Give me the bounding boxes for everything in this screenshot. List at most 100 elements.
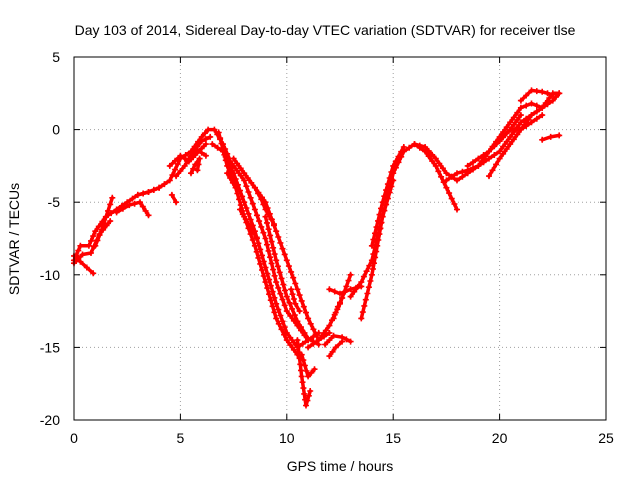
series-plus-markers bbox=[322, 332, 354, 348]
series-markers bbox=[539, 132, 563, 143]
series-track-s bbox=[294, 337, 314, 409]
x-tick-label: 15 bbox=[385, 430, 401, 446]
series-track-r bbox=[288, 286, 303, 315]
series-track-p bbox=[237, 206, 260, 242]
series-markers bbox=[113, 199, 152, 219]
series-plus-markers bbox=[298, 351, 318, 380]
series-markers bbox=[224, 170, 239, 191]
x-tick-label: 0 bbox=[70, 430, 78, 446]
series-track-f bbox=[134, 126, 233, 198]
series-track-ag bbox=[539, 132, 563, 143]
series-track-af bbox=[517, 87, 556, 104]
series-plus-markers bbox=[220, 148, 322, 344]
series-markers bbox=[71, 184, 163, 264]
series-track-aj bbox=[262, 213, 322, 348]
series-markers bbox=[298, 351, 318, 380]
series-markers bbox=[411, 141, 460, 213]
x-tick-label: 25 bbox=[598, 430, 614, 446]
x-tick-label: 10 bbox=[279, 430, 295, 446]
series-track-v bbox=[322, 332, 354, 348]
series-markers bbox=[486, 90, 563, 180]
series-markers bbox=[358, 177, 397, 322]
series-plus-markers bbox=[237, 206, 260, 242]
series-track-i bbox=[188, 155, 203, 177]
series-plus-markers bbox=[358, 177, 397, 322]
series-track-e bbox=[113, 199, 152, 219]
series-markers bbox=[330, 295, 346, 322]
series-plus-markers bbox=[251, 184, 277, 227]
series-plus-markers bbox=[294, 337, 314, 409]
series-plus-markers bbox=[262, 213, 322, 348]
y-tick-label: -15 bbox=[40, 339, 60, 355]
series-markers bbox=[294, 337, 314, 409]
series-plus-markers bbox=[464, 112, 524, 169]
series-markers bbox=[92, 194, 116, 249]
x-tick-label: 5 bbox=[177, 430, 185, 446]
tick-layer: 0 5 10 15 20 25 -20 -15 -10 -5 0 5 bbox=[40, 49, 614, 446]
chart-title: Day 103 of 2014, Sidereal Day-to-day VTE… bbox=[75, 22, 576, 38]
series-track-x bbox=[326, 338, 346, 360]
series-markers bbox=[322, 332, 354, 348]
series-markers bbox=[237, 206, 260, 242]
series-track-q bbox=[224, 170, 239, 191]
series-markers bbox=[188, 146, 209, 162]
series-markers bbox=[326, 338, 346, 360]
series-track-j bbox=[168, 191, 180, 206]
series-plus-markers bbox=[411, 141, 460, 213]
plot-frame bbox=[73, 56, 607, 421]
series-plus-markers bbox=[168, 191, 180, 206]
series-plus-markers bbox=[224, 170, 239, 191]
series-plus-markers bbox=[113, 199, 152, 219]
series-line bbox=[72, 185, 161, 263]
series-markers bbox=[507, 112, 546, 133]
series-track-k bbox=[188, 146, 209, 162]
series-line bbox=[72, 254, 95, 276]
series-markers bbox=[517, 87, 556, 104]
y-tick-label: -20 bbox=[40, 412, 60, 428]
y-tick-label: -10 bbox=[40, 267, 60, 283]
x-axis-label: GPS time / hours bbox=[287, 458, 394, 474]
series-track-ab bbox=[411, 141, 460, 213]
series-plus-markers bbox=[288, 286, 303, 315]
series-plus-markers bbox=[517, 87, 556, 104]
series-markers bbox=[288, 286, 303, 315]
series-line bbox=[225, 171, 238, 190]
series-track-aa bbox=[368, 144, 407, 249]
series-markers bbox=[368, 144, 407, 249]
series-track-d bbox=[92, 194, 116, 249]
series-line bbox=[136, 127, 232, 197]
series-track-t bbox=[298, 351, 318, 380]
series-plus-markers bbox=[188, 155, 203, 177]
series-track-ai bbox=[251, 184, 277, 227]
series-markers bbox=[134, 126, 233, 198]
series-track-ah bbox=[507, 112, 546, 133]
series-track-z bbox=[358, 177, 397, 322]
series-track-ak bbox=[330, 295, 346, 322]
series-track-ad bbox=[464, 112, 524, 169]
y-axis-label: SDTVAR / TECUs bbox=[6, 183, 22, 295]
series-plus-markers bbox=[188, 146, 209, 162]
x-tick-label: 20 bbox=[492, 430, 508, 446]
grid-layer bbox=[74, 57, 606, 420]
series-plus-markers bbox=[326, 338, 346, 360]
series-markers bbox=[168, 191, 180, 206]
series-plus-markers bbox=[507, 112, 546, 133]
series-plus-markers bbox=[539, 132, 563, 143]
series-plus-markers bbox=[368, 144, 407, 249]
series-markers bbox=[188, 155, 203, 177]
y-tick-label: 0 bbox=[52, 122, 60, 138]
series-markers bbox=[262, 213, 322, 348]
series-plus-markers bbox=[71, 184, 163, 264]
series-markers bbox=[464, 112, 524, 169]
series-plus-markers bbox=[92, 194, 116, 249]
series-plus-markers bbox=[134, 126, 233, 198]
series-markers bbox=[220, 148, 322, 344]
series-track-a bbox=[71, 184, 163, 264]
data-layer bbox=[71, 87, 563, 409]
series-markers bbox=[251, 184, 277, 227]
y-tick-label: 5 bbox=[52, 49, 60, 65]
series-plus-markers bbox=[330, 295, 346, 322]
series-plus-markers bbox=[486, 90, 563, 180]
